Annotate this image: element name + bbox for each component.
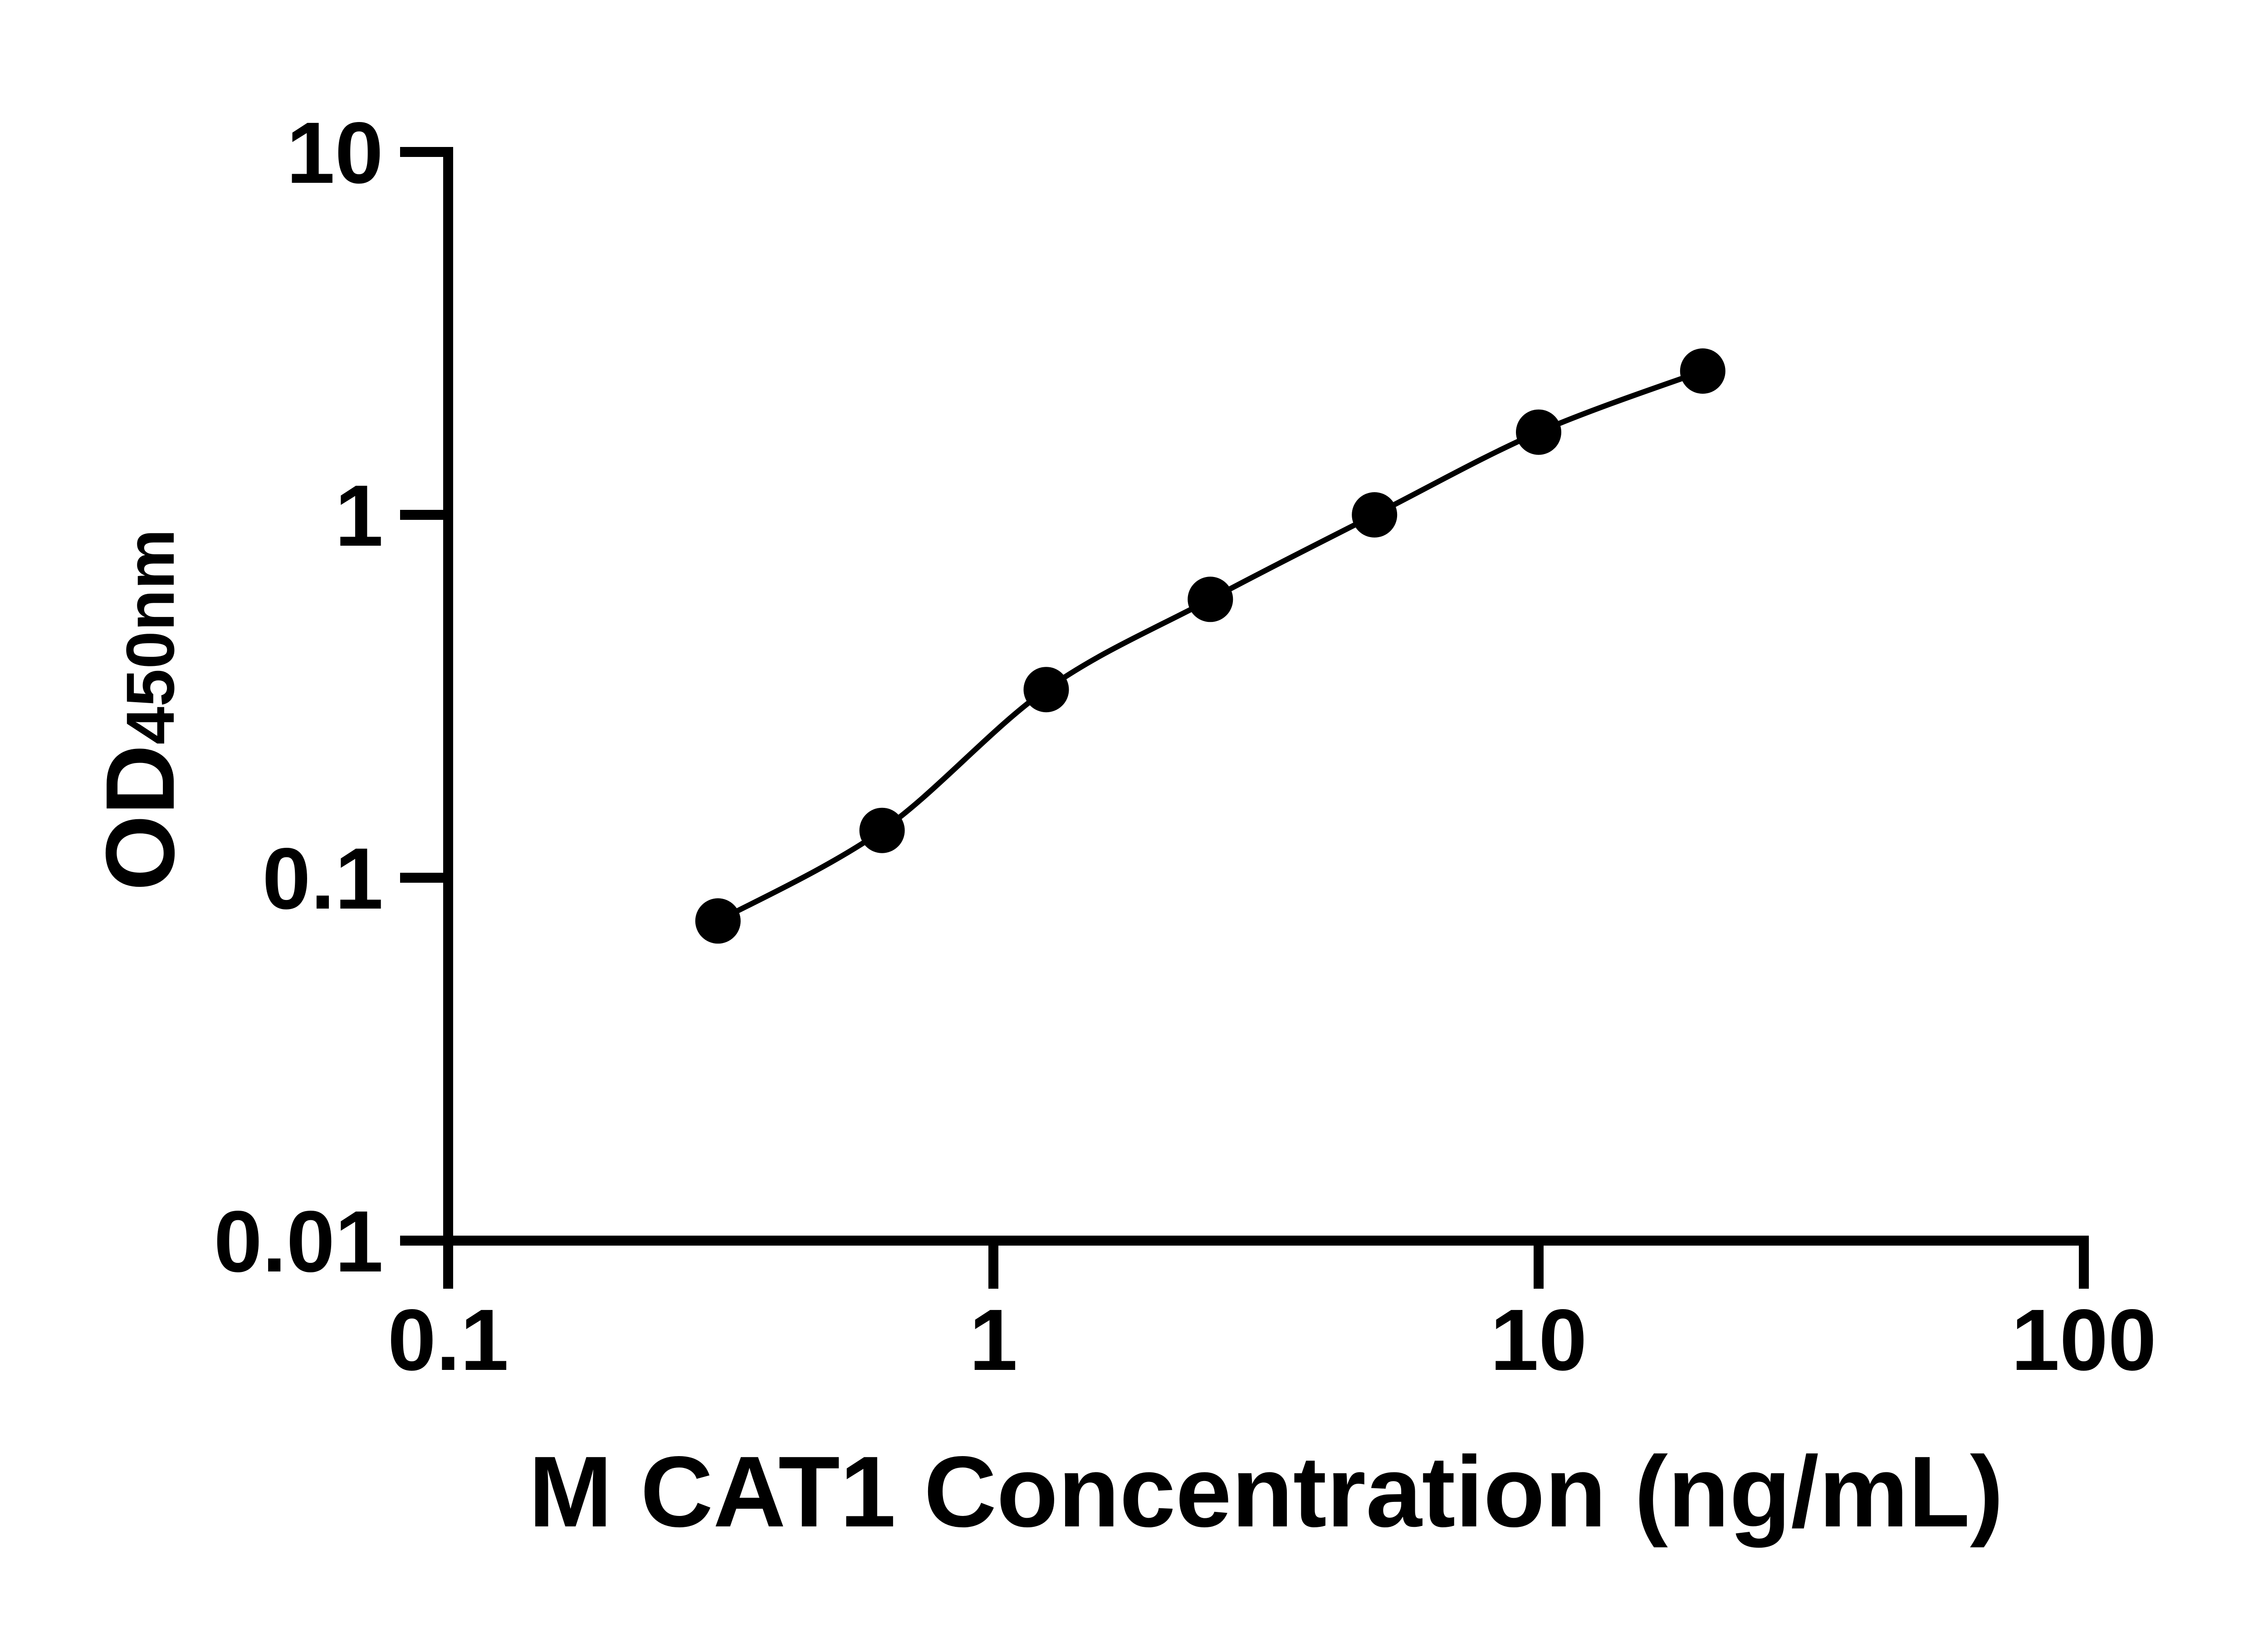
x-tick-label-100: 100 — [2011, 1291, 2156, 1389]
y-tick-label-1: 1 — [335, 467, 383, 564]
x-axis-title: M CAT1 Concentration (ng/mL) — [528, 1436, 2004, 1548]
data-series — [695, 348, 1725, 944]
y-axis-title: OD450nm — [85, 529, 195, 891]
y-tick-label-0.01: 0.01 — [214, 1193, 383, 1290]
y-axis-title-main: OD — [85, 744, 195, 891]
x-tick-label-0.1: 0.1 — [388, 1291, 509, 1389]
data-point-10 — [1516, 409, 1561, 455]
data-point-5 — [1352, 492, 1398, 538]
data-point-20 — [1680, 348, 1725, 394]
axes — [443, 147, 2089, 1246]
y-tick-label-10: 10 — [286, 104, 383, 201]
data-point-1.25 — [1023, 667, 1069, 713]
data-point-0.625 — [859, 807, 905, 853]
x-tick-label-1: 1 — [969, 1291, 1018, 1389]
y-axis-title-sub: 450nm — [112, 529, 188, 744]
y-tick-label-0.1: 0.1 — [262, 830, 383, 927]
data-point-2.5 — [1188, 577, 1233, 622]
x-tick-label-10: 10 — [1490, 1291, 1587, 1389]
data-point-0.3125 — [695, 898, 741, 944]
